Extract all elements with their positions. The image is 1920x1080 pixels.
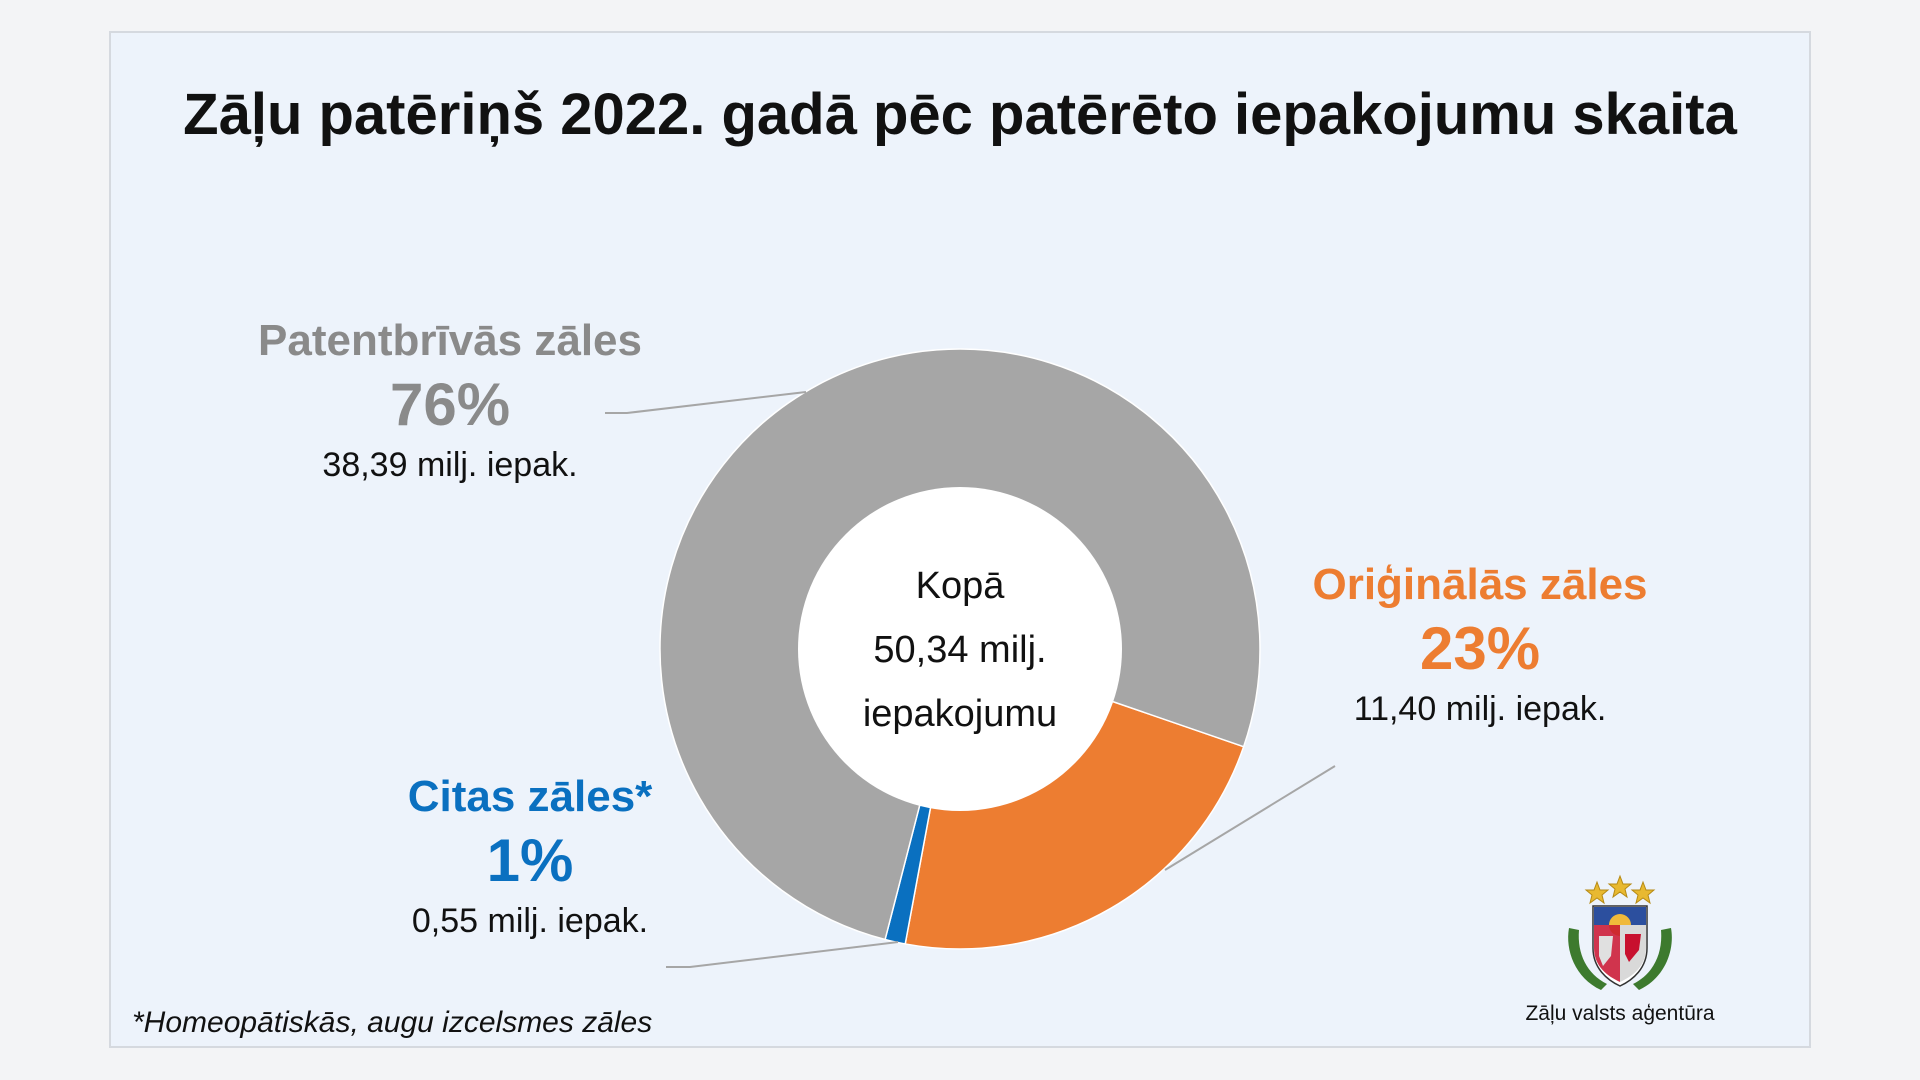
label-other-medicines: Citas zāles* 1% 0,55 milj. iepak. bbox=[370, 770, 690, 944]
center-line-3: iepakojumu bbox=[862, 693, 1058, 735]
chart-title: Zāļu patēriņš 2022. gadā pēc patērēto ie… bbox=[183, 82, 1737, 147]
leader-line-original bbox=[1164, 765, 1336, 871]
slice-value-generic: 38,39 milj. iepak. bbox=[322, 446, 578, 484]
slice-percent-other: 1% bbox=[486, 827, 574, 894]
label-original-medicines: Oriģinālās zāles 23% 11,40 milj. iepak. bbox=[1270, 558, 1690, 732]
footnote: *Homeopātiskās, augu izcelsmes zāles bbox=[132, 1006, 653, 1039]
label-generic-medicines: Patentbrīvās zāles 76% 38,39 milj. iepak… bbox=[230, 314, 670, 488]
slice-value-other: 0,55 milj. iepak. bbox=[411, 902, 649, 940]
leader-line-other bbox=[666, 941, 899, 968]
donut-hole bbox=[798, 487, 1122, 811]
slice-percent-generic: 76% bbox=[389, 371, 511, 438]
slice-percent-original: 23% bbox=[1419, 615, 1541, 682]
latvia-coat-of-arms-icon bbox=[1568, 874, 1672, 990]
leader-line-generic bbox=[605, 391, 807, 414]
slice-name-generic: Patentbrīvās zāles bbox=[258, 316, 642, 365]
slice-name-original: Oriģinālās zāles bbox=[1312, 560, 1648, 609]
agency-name: Zāļu valsts aģentūra bbox=[1525, 1002, 1715, 1025]
donut-center-label: Kopā 50,34 milj. iepakojumu bbox=[800, 554, 1120, 746]
slice-name-other: Citas zāles* bbox=[407, 772, 653, 821]
center-line-2: 50,34 milj. bbox=[873, 629, 1047, 671]
slice-value-original: 11,40 milj. iepak. bbox=[1353, 690, 1607, 728]
center-line-1: Kopā bbox=[915, 565, 1005, 607]
